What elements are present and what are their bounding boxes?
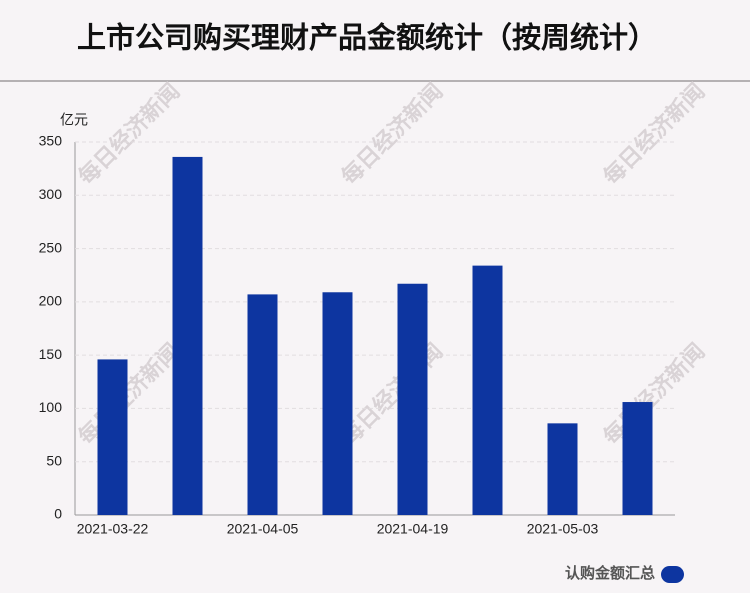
- y-tick-label: 200: [39, 293, 63, 309]
- bar: [247, 294, 278, 515]
- x-tick-label: 2021-04-05: [227, 521, 299, 537]
- x-tick-label: 2021-03-22: [77, 521, 149, 537]
- legend-swatch: [661, 566, 684, 583]
- y-unit: 亿元: [60, 112, 88, 128]
- bar: [172, 156, 203, 516]
- x-tick-label: 2021-04-19: [377, 521, 449, 537]
- legend-label: 认购金额汇总: [565, 564, 655, 582]
- y-tick-label: 0: [54, 506, 62, 522]
- bar: [547, 423, 578, 515]
- chart-title: 上市公司购买理财产品金额统计（按周统计）: [77, 21, 657, 55]
- y-tick-label: 300: [39, 186, 63, 202]
- bar: [622, 402, 653, 515]
- bar: [322, 292, 353, 515]
- bar: [97, 359, 128, 515]
- y-tick-label: 150: [39, 346, 63, 362]
- y-tick-label: 50: [46, 452, 62, 468]
- x-tick-label: 2021-05-03: [527, 521, 599, 537]
- y-tick-label: 100: [39, 399, 63, 415]
- bar: [472, 265, 503, 515]
- y-tick-label: 350: [39, 133, 63, 149]
- bar: [397, 283, 428, 515]
- y-tick-label: 250: [39, 239, 63, 255]
